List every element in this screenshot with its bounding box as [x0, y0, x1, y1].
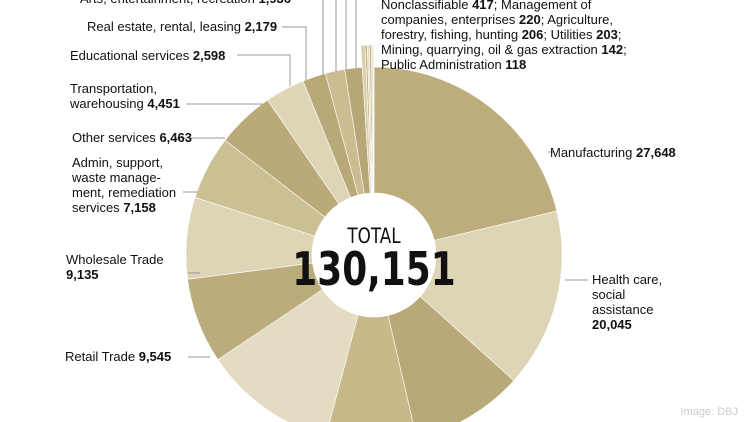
slice-label: Real estate, rental, leasing 2,179 — [87, 19, 287, 34]
value-label: 203 — [596, 27, 618, 42]
value-label: 2,179 — [244, 19, 278, 34]
category-label: Management of companies, enterprises — [381, 0, 592, 27]
category-label: Admin, support, waste manage-ment, remed… — [72, 155, 177, 215]
value-label: 118 — [505, 57, 527, 72]
category-label: Real estate, rental, leasing — [87, 19, 241, 34]
value-label: 4,451 — [147, 96, 180, 111]
category-label: Educational services — [70, 48, 190, 63]
category-label: Utilities — [550, 27, 593, 42]
category-label: Agriculture, forestry, fishing, hunting — [381, 12, 613, 42]
center-title: TOTAL — [346, 224, 400, 248]
credit: Image: DBJ — [680, 406, 738, 418]
slice-label: Wholesale Trade 9,135 — [66, 252, 186, 282]
category-label: Wholesale Trade — [66, 252, 164, 267]
value-label: 20,045 — [592, 317, 632, 332]
slice-label: Manufacturing 27,648 — [550, 145, 740, 160]
value-label: 206 — [521, 27, 544, 42]
value-label: 9,135 — [66, 267, 99, 282]
category-label: Health care, social assistance — [592, 272, 663, 317]
slice-label: Health care, social assistance 20,045 — [592, 272, 677, 332]
small-slices-label: Nonclassifiable 417Management of compani… — [381, 0, 631, 72]
category-label: Mining, quarrying, oil & gas extraction — [381, 42, 598, 57]
category-label: Arts, entertainment, recreation — [80, 0, 255, 6]
leader-lines — [175, 0, 588, 358]
category-label: Nonclassifiable — [381, 0, 469, 12]
value-label: 9,545 — [138, 349, 172, 364]
value-label: 142 — [601, 42, 624, 57]
category-label: Other services — [72, 130, 156, 145]
center-total: 130,151 — [292, 243, 455, 297]
value-label: 417 — [472, 0, 494, 12]
value-label: 7,158 — [123, 200, 156, 215]
slice-label: Admin, support, waste manage-ment, remed… — [72, 155, 187, 215]
value-label: 220 — [519, 12, 541, 27]
slice-label: Arts, entertainment, recreation 1,936 — [80, 0, 320, 6]
category-label: Transportation, warehousing — [70, 81, 157, 111]
value-label: 1,936 — [258, 0, 291, 6]
slice-label: Retail Trade 9,545 — [65, 349, 185, 364]
slice-label: Transportation, warehousing 4,451 — [70, 81, 190, 111]
slice-label: Educational services 2,598 — [70, 48, 250, 63]
donut-hole — [312, 193, 436, 317]
category-label: Manufacturing — [550, 145, 633, 160]
value-label: 27,648 — [636, 145, 676, 160]
category-label: Retail Trade — [65, 349, 136, 364]
slice-label: Other services 6,463 — [72, 130, 212, 145]
value-label: 2,598 — [192, 48, 226, 63]
value-label: 6,463 — [159, 130, 192, 145]
category-label: Public Administration — [381, 57, 502, 72]
